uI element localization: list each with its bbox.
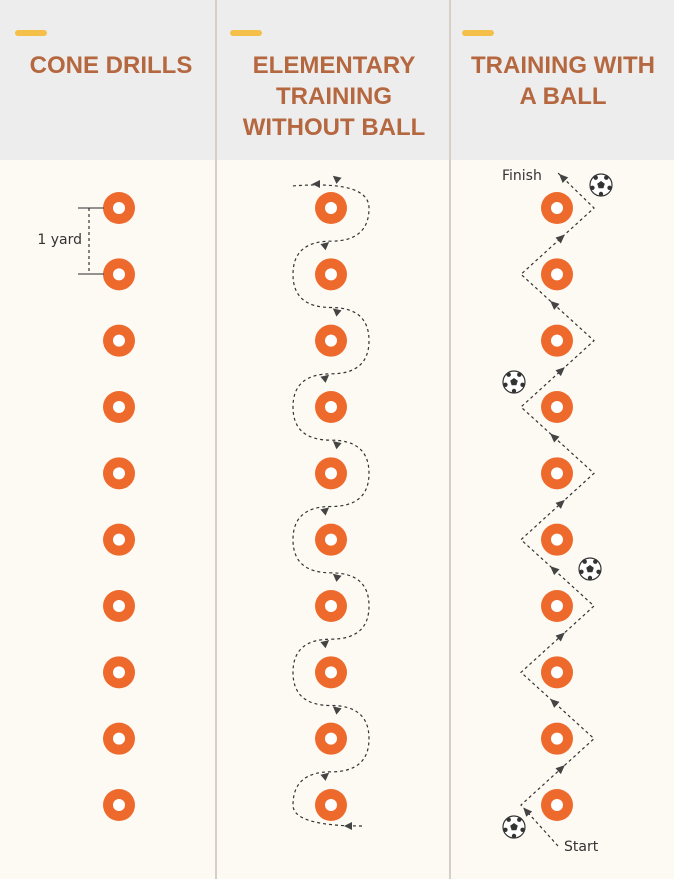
cone-icon <box>315 590 347 622</box>
cone-icon <box>103 324 135 357</box>
cone-icon <box>103 656 135 689</box>
cone-icon <box>103 722 135 755</box>
soccer-ball-icon <box>502 815 526 839</box>
arrow-icon <box>550 433 560 443</box>
cone-icon <box>315 789 347 821</box>
cone-icon <box>315 391 347 423</box>
arrow-icon <box>320 242 330 251</box>
cone-icon <box>315 457 347 490</box>
cone-icon <box>103 590 135 622</box>
accent-bar <box>462 30 494 36</box>
column-header-with-ball: TRAINING WITH A BALL <box>452 0 674 160</box>
arrow-icon <box>555 367 565 377</box>
cone-icon <box>103 457 135 490</box>
accent-bar <box>15 30 47 36</box>
arrow-icon <box>332 175 342 184</box>
cone-icon <box>541 391 573 423</box>
column-title: CONE DRILLS <box>29 52 193 79</box>
cone-icon <box>541 789 573 821</box>
arrow-icon <box>320 374 330 383</box>
cone-icon <box>103 192 135 224</box>
cone-icon <box>103 789 135 821</box>
cone-icon <box>315 523 347 556</box>
arrow-icon <box>320 507 330 516</box>
arrow-icon <box>550 300 560 310</box>
column-divider <box>449 0 451 879</box>
cone-icon <box>103 391 135 423</box>
cone-icon <box>103 258 135 291</box>
arrow-icon <box>312 180 320 188</box>
arrow-icon <box>320 640 330 649</box>
arrow-icon <box>550 698 560 708</box>
arrow-icon <box>555 632 565 642</box>
arrow-icon <box>332 573 342 582</box>
soccer-ball-icon <box>578 557 602 581</box>
arrow-icon <box>555 765 565 775</box>
start-label: Start <box>564 839 599 855</box>
cone-icon <box>315 258 347 291</box>
column-title: ELEMENTARY TRAINING WITHOUT BALL <box>242 52 426 141</box>
arrow-icon <box>523 807 533 817</box>
cone-icon <box>541 324 573 357</box>
arrow-icon <box>555 499 565 509</box>
column-divider <box>215 0 217 879</box>
column-header-without-ball: ELEMENTARY TRAINING WITHOUT BALL <box>218 0 450 160</box>
cone-icon <box>315 722 347 755</box>
accent-bar <box>230 30 262 36</box>
cone-icon <box>541 590 573 622</box>
cone-icon <box>315 656 347 689</box>
arrow-icon <box>550 566 560 576</box>
cone-icon <box>103 523 135 556</box>
column-title: TRAINING WITH A BALL <box>471 52 655 110</box>
cone-icon <box>541 656 573 689</box>
serpentine-path <box>291 184 370 827</box>
arrow-icon <box>320 772 330 781</box>
header <box>0 0 674 160</box>
cone-icon <box>541 457 573 490</box>
zigzag-path <box>520 171 595 847</box>
cone-icon <box>315 192 347 224</box>
arrow-icon <box>332 706 342 715</box>
spacing-indicator <box>78 207 104 275</box>
arrow-icon <box>555 234 565 244</box>
cone-icon <box>315 324 347 357</box>
column-header-cone-drills: CONE DRILLS <box>0 0 216 160</box>
soccer-ball-icon <box>502 370 526 394</box>
cone-icon <box>541 258 573 291</box>
spacing-label: 1 yard <box>37 232 82 248</box>
arrow-icon <box>558 173 569 184</box>
cone-icon <box>541 523 573 556</box>
arrow-icon <box>344 822 352 830</box>
cone-icon <box>541 192 573 224</box>
arrow-icon <box>332 441 342 450</box>
soccer-ball-icon <box>589 173 613 197</box>
arrow-icon <box>332 308 342 317</box>
cone-icon <box>541 722 573 755</box>
finish-label: Finish <box>502 168 542 184</box>
